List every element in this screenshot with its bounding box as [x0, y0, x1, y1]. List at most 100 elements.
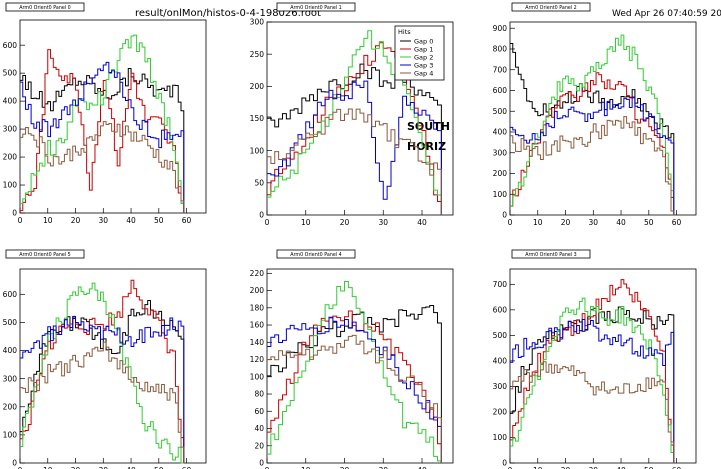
x-tick-label: 60 [182, 466, 192, 469]
y-tick-label: 40 [254, 424, 264, 433]
x-tick-label: 0 [265, 466, 270, 469]
panel-title: Arm0 Orient0 Panel 3 [525, 252, 576, 258]
y-tick-label: 200 [250, 286, 265, 295]
x-tick-label: 60 [672, 218, 682, 227]
x-tick-label: 30 [378, 466, 388, 469]
series-line [20, 49, 185, 213]
y-tick-label: 100 [493, 433, 508, 442]
panel-title-box [511, 2, 591, 12]
x-tick-label: 40 [417, 218, 427, 227]
y-tick-label: 120 [250, 355, 265, 364]
x-tick-label: 10 [43, 216, 53, 225]
y-tick-label: 150 [250, 114, 265, 123]
legend-entry: Gap 0 [414, 37, 433, 45]
x-tick-label: 10 [533, 218, 543, 227]
y-tick-label: 400 [3, 97, 18, 106]
y-tick-label: 180 [250, 303, 265, 312]
y-tick-label: 300 [3, 374, 18, 383]
x-tick-label: 20 [340, 218, 350, 227]
series-line [267, 334, 442, 463]
series-line [267, 42, 442, 215]
x-tick-label: 10 [301, 218, 311, 227]
horiz-label: HORIZ [407, 140, 446, 153]
x-tick-label: 40 [126, 216, 136, 225]
legend-entry: Gap 1 [414, 45, 433, 53]
plot-frame [509, 21, 697, 216]
x-tick-label: 60 [182, 216, 192, 225]
panel-title-box [276, 2, 356, 12]
y-tick-label: 200 [493, 408, 508, 417]
x-tick-label: 30 [589, 466, 599, 469]
series-line [20, 341, 185, 463]
y-tick-label: 300 [3, 125, 18, 134]
x-tick-label: 20 [561, 466, 571, 469]
x-tick-label: 60 [672, 466, 682, 469]
y-tick-label: 500 [3, 318, 18, 327]
series-line [20, 279, 185, 463]
y-tick-label: 50 [254, 178, 264, 187]
y-tick-label: 100 [250, 146, 265, 155]
panel-title: Arm0 Orient0 Panel 5 [19, 252, 70, 258]
series-line [510, 34, 675, 215]
x-tick-label: 40 [126, 466, 136, 469]
panel-title: Arm0 Orient0 Panel 4 [290, 252, 341, 258]
panel-title-box [276, 249, 356, 259]
series-line [20, 315, 185, 463]
series-line [267, 280, 442, 463]
x-tick-label: 10 [43, 466, 53, 469]
x-tick-label: 30 [378, 218, 388, 227]
x-tick-label: 0 [18, 216, 23, 225]
x-tick-label: 0 [508, 218, 513, 227]
series-line [510, 72, 675, 215]
y-tick-label: 400 [493, 356, 508, 365]
y-tick-label: 220 [250, 269, 265, 278]
y-tick-label: 200 [250, 82, 265, 91]
y-tick-label: 700 [493, 280, 508, 289]
x-tick-label: 40 [616, 218, 626, 227]
y-tick-label: 400 [3, 346, 18, 355]
y-tick-label: 600 [493, 305, 508, 314]
panel-title-box [5, 249, 85, 259]
y-tick-label: 100 [250, 372, 265, 381]
panel-title-box [5, 2, 85, 12]
series-line [267, 310, 442, 463]
y-tick-label: 0 [259, 211, 264, 220]
x-tick-label: 30 [589, 218, 599, 227]
y-tick-label: 500 [493, 331, 508, 340]
series-line [510, 116, 675, 215]
y-tick-label: 700 [493, 65, 508, 74]
x-tick-label: 20 [71, 466, 81, 469]
y-tick-label: 0 [502, 459, 507, 468]
south-label: SOUTH [407, 120, 450, 133]
x-tick-label: 0 [18, 466, 23, 469]
x-tick-label: 40 [616, 466, 626, 469]
series-line [20, 121, 185, 213]
y-tick-label: 600 [493, 86, 508, 95]
x-tick-label: 20 [71, 216, 81, 225]
legend-entry: Gap 3 [414, 61, 433, 69]
histogram-panel: 0 10 20 30 40 0 20 40 60 80 100 120 140 160 180 200 220 [250, 268, 454, 469]
panel-title-box [511, 249, 591, 259]
x-tick-label: 10 [533, 466, 543, 469]
y-tick-label: 140 [250, 338, 265, 347]
panel-title: Arm0 Orient0 Panel 2 [525, 5, 576, 11]
x-tick-label: 50 [644, 466, 654, 469]
y-tick-label: 200 [3, 153, 18, 162]
panel-title: Arm0 Orient0 Panel 0 [19, 5, 70, 11]
series-line [510, 279, 675, 463]
y-tick-label: 0 [12, 209, 17, 218]
series-line [20, 61, 185, 213]
series-line [20, 67, 185, 213]
y-tick-label: 300 [493, 382, 508, 391]
x-tick-label: 0 [508, 466, 513, 469]
y-tick-label: 20 [254, 441, 264, 450]
series-line [510, 297, 675, 463]
legend-entry: Gap 2 [414, 53, 433, 61]
y-tick-label: 600 [3, 290, 18, 299]
series-line [20, 34, 185, 213]
x-tick-label: 20 [340, 466, 350, 469]
